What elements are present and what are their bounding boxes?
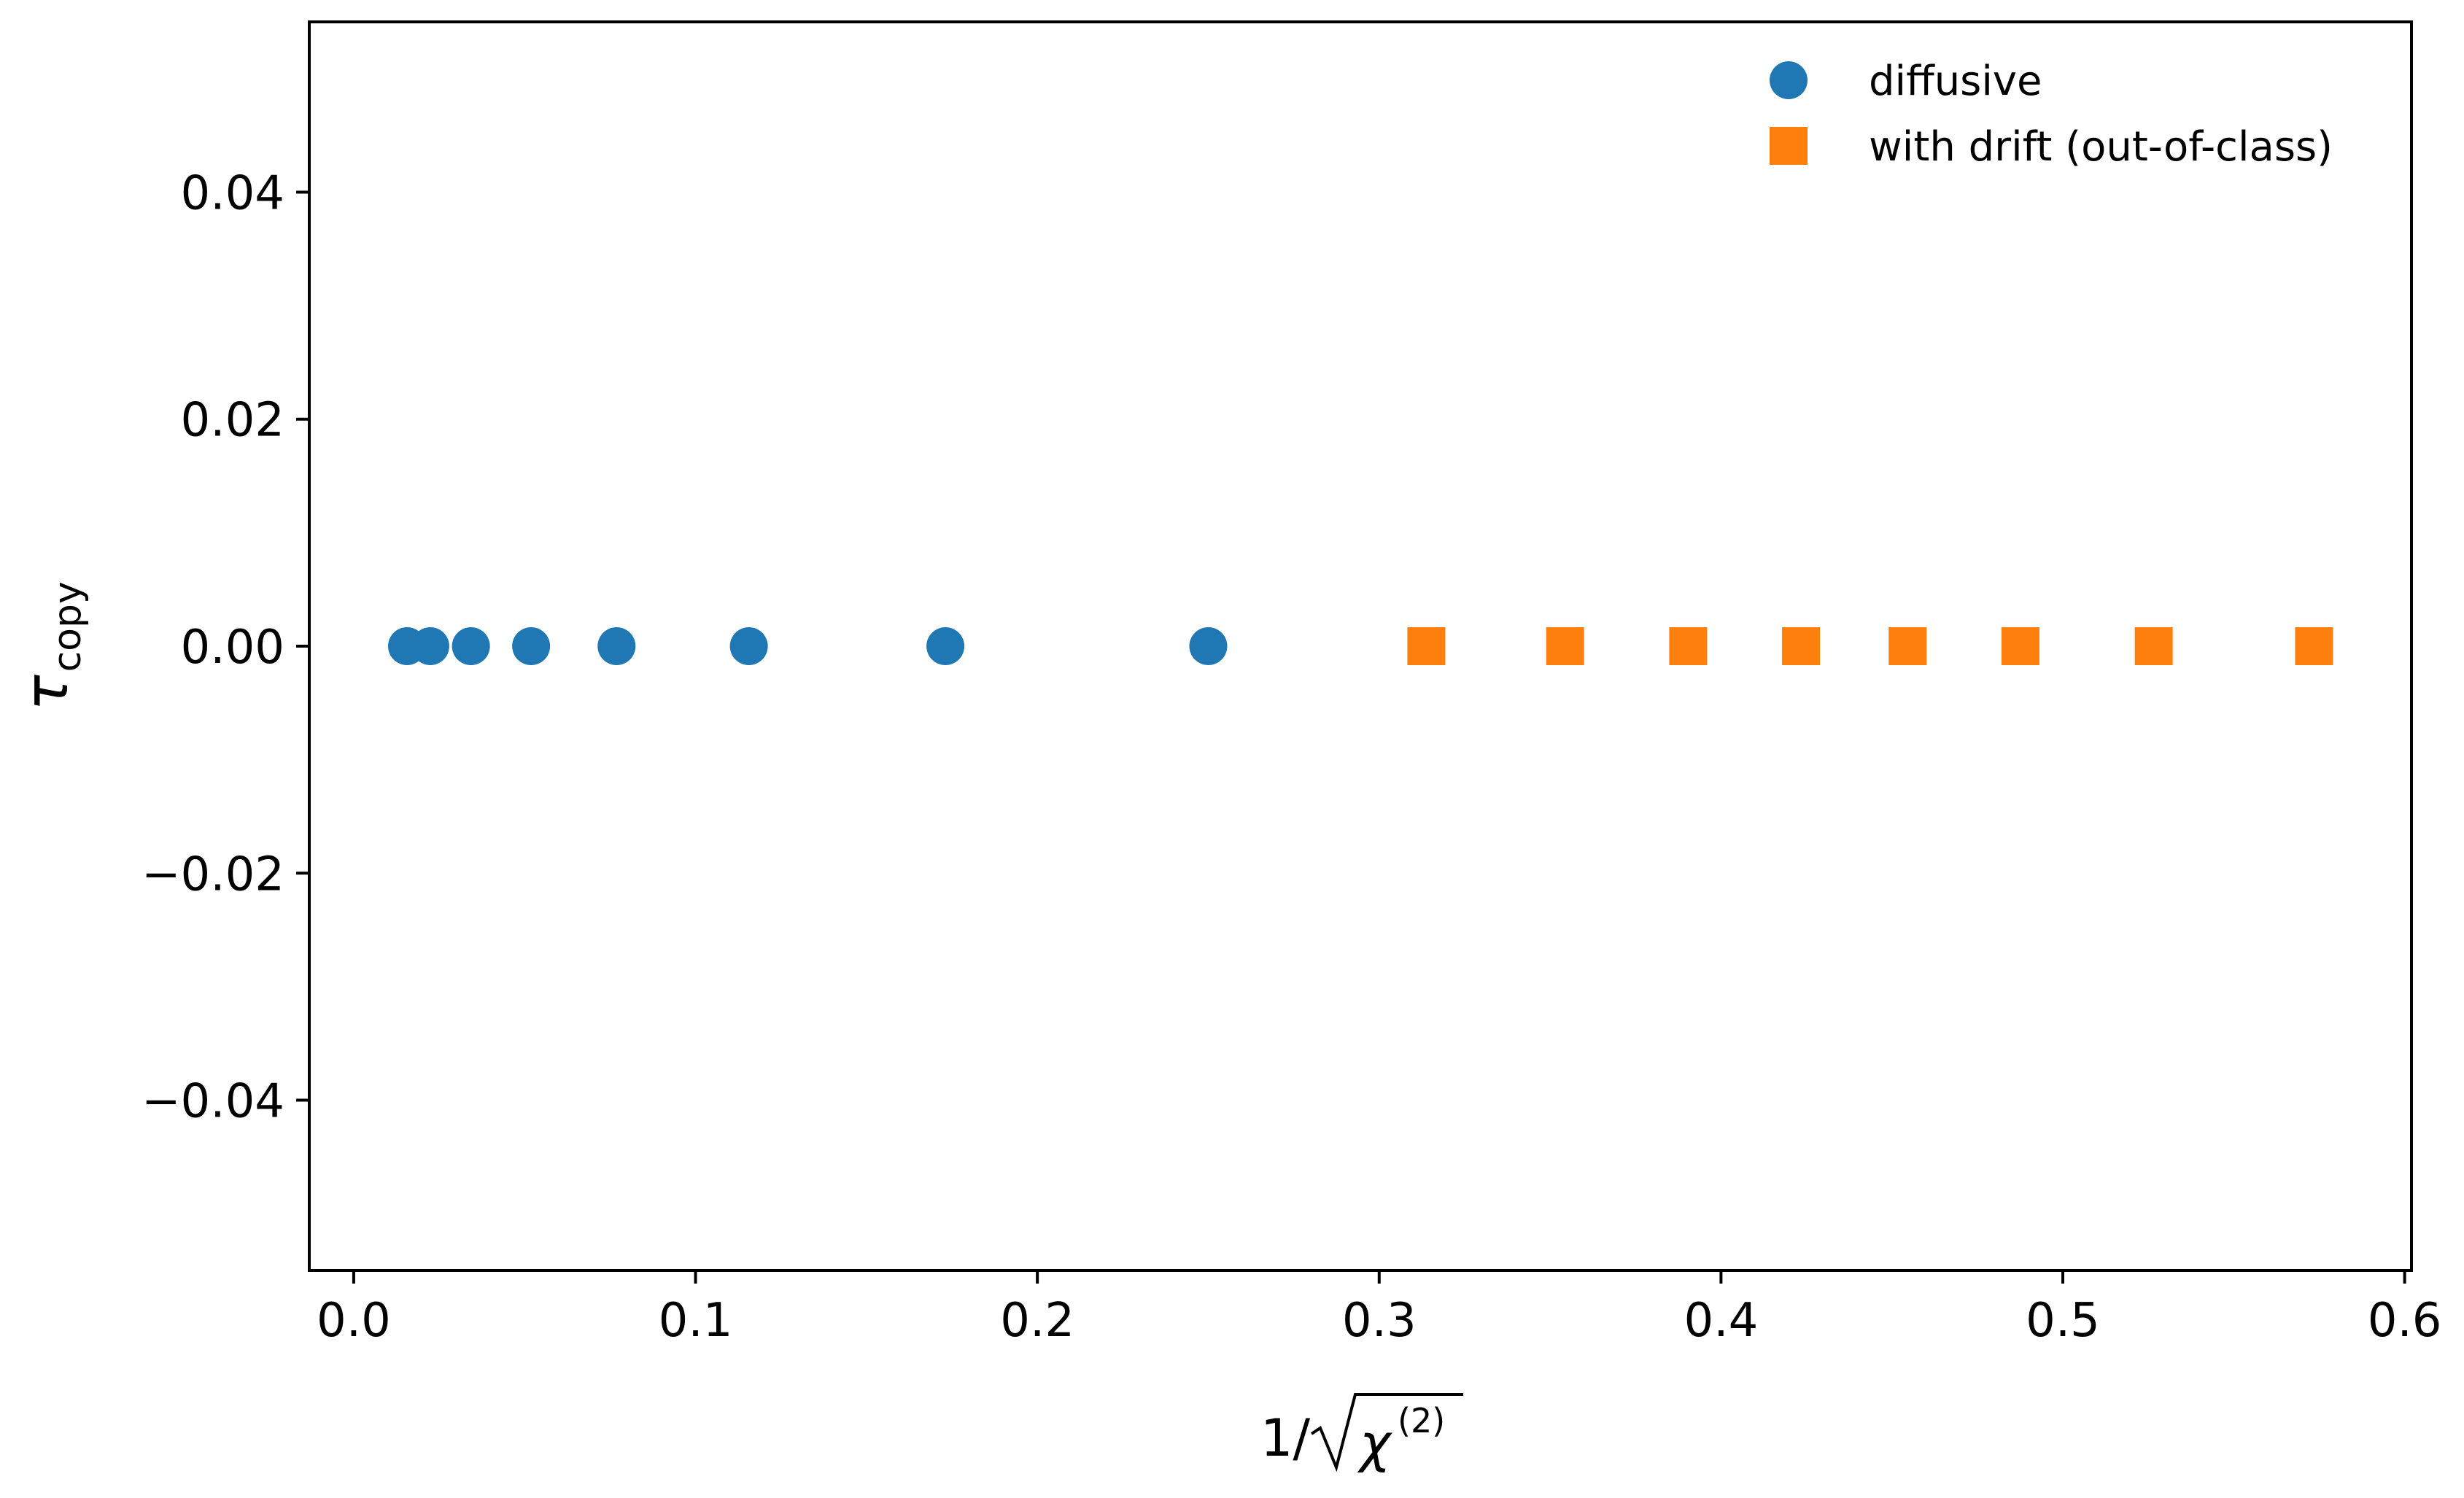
x-tick-label: 0.1 [659, 1294, 733, 1348]
x-tick-label: 0.0 [317, 1294, 391, 1348]
data-point-with-drift [1888, 627, 1927, 665]
y-axis-label-main: τ [12, 675, 82, 711]
x-tick-label: 0.3 [1342, 1294, 1417, 1348]
data-point-diffusive [512, 627, 551, 665]
y-tick-label: 0.02 [181, 394, 285, 448]
x-tick-label: 0.4 [1684, 1294, 1759, 1348]
data-point-with-drift [1546, 627, 1584, 665]
data-points [388, 627, 2333, 665]
y-tick-label: 0.00 [181, 621, 285, 675]
x-tick-label: 0.5 [2026, 1294, 2100, 1348]
x-axis-label-radicand: χ [1357, 1413, 1392, 1474]
sqrt-sign [1310, 1393, 1463, 1472]
legend-label-diffusive: diffusive [1869, 58, 2042, 105]
y-tick-label: −0.04 [142, 1075, 284, 1129]
x-axis-label: 1/ χ (2) [1260, 1393, 1463, 1474]
data-point-diffusive [597, 627, 636, 665]
x-tick-label: 0.2 [1000, 1294, 1074, 1348]
data-point-diffusive [452, 627, 490, 665]
legend-label-with-drift: with drift (out-of-class) [1869, 123, 2333, 171]
axis-ticks: 0.0 0.1 0.2 0.3 0.4 0.5 0.6 0.04 0.02 0.00 −0.02 −0… [142, 166, 2442, 1348]
data-point-diffusive [729, 627, 768, 665]
x-axis-label-superscript: (2) [1398, 1401, 1445, 1440]
legend: diffusive with drift (out-of-class) [1770, 58, 2333, 171]
x-tick-label: 0.6 [2368, 1294, 2442, 1348]
data-point-with-drift [1669, 627, 1708, 665]
data-point-with-drift [2001, 627, 2039, 665]
y-axis-label: τcopy [12, 581, 90, 711]
data-point-diffusive [411, 627, 449, 665]
data-point-with-drift [1407, 627, 1446, 665]
svg-text:τcopy: τcopy [12, 581, 90, 711]
legend-marker-with-drift [1770, 127, 1808, 165]
y-axis-label-subscript: copy [46, 581, 90, 672]
data-point-with-drift [1782, 627, 1821, 665]
data-point-diffusive [1189, 627, 1228, 665]
x-axis-label-prefix: 1/ [1260, 1408, 1311, 1468]
y-tick-label: 0.04 [181, 166, 285, 220]
data-point-with-drift [2295, 627, 2333, 665]
data-point-with-drift [2134, 627, 2173, 665]
plot-area-frame [308, 20, 2413, 1272]
y-tick-label: −0.02 [142, 847, 284, 901]
legend-marker-diffusive [1770, 61, 1808, 99]
data-point-diffusive [926, 627, 965, 665]
